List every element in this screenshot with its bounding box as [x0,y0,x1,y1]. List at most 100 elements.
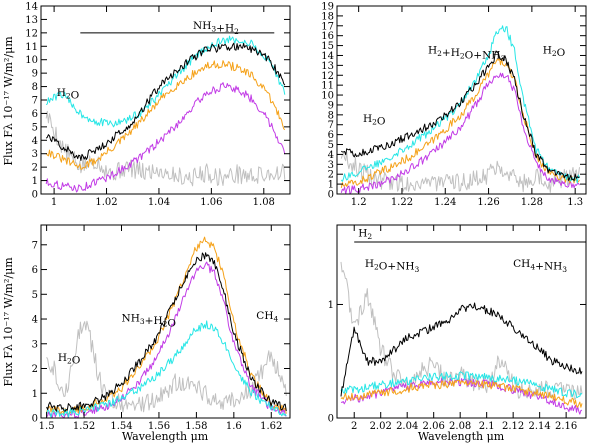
top-left-magenta-spectrum [45,82,286,193]
x-tick-label: 1.28 [521,197,543,208]
bottom-left-plot-frame [40,224,291,419]
x-tick-label: 1.24 [434,197,456,208]
top-right-series [340,25,580,194]
x-tick-label: 1.02 [95,197,117,208]
band-annotation: H2+H2O+NH3 [428,44,506,63]
x-tick-label: 1.54 [110,421,132,432]
x-tick-label: 1.5 [39,421,55,432]
top-right-annotations: H2+H2O+NH3 H2O H2O [363,44,566,127]
bottom-left-annotations: NH3+H2O CH4 H2O [58,310,279,367]
y-tick-label: 5 [32,122,38,133]
top-left-annotations: NH3+H2 H2O [57,20,275,102]
bottom-left-magenta-spectrum [46,261,287,418]
top-left-orange-spectrum [45,60,286,170]
band-annotation: H2O [543,44,566,59]
y-tick-label: 4 [328,150,334,161]
top-left-cyan-spectrum [45,35,286,128]
x-tick-label: 2.14 [529,421,551,432]
y-tick-label: 3 [32,339,38,350]
bottom-left-xlabel: Wavelength μm [122,430,209,443]
bottom-left-cyan-spectrum [46,320,287,418]
x-tick-label: 2.04 [396,421,418,432]
bottom-right-orange-spectrum [340,379,583,408]
x-tick-label: 2.06 [423,421,445,432]
y-tick-label: 0 [32,414,38,425]
band-annotation: NH3+H2 [193,20,239,36]
x-tick-label: 1.2 [351,197,367,208]
top-right-ticks: 1.2 1.22 1.24 1.26 1.28 1.3012345678910111213… [321,2,586,208]
bottom-left-series [46,236,287,418]
y-tick-label: 1 [32,176,38,187]
bottom-right-xlabel: Wavelength μm [418,430,505,443]
bottom-right-annotations: H2 H2O+NH3 CH4+NH3 [354,227,586,274]
top-right-plot-frame [336,5,587,195]
y-tick-label: 6 [32,109,38,120]
y-tick-label: 19 [321,2,334,13]
bottom-right-plot-frame [336,224,587,419]
x-tick-label: 2.08 [449,421,471,432]
band-annotation: H2O+NH3 [365,258,420,274]
y-tick-label: 4 [32,136,38,147]
top-right-black-spectrum [341,50,580,182]
x-tick-label: 1.26 [477,197,499,208]
x-tick-label: 2.1 [479,421,495,432]
band-annotation: CH4 [256,310,278,324]
x-tick-label: 1.08 [253,197,275,208]
y-tick-label: 0 [328,190,334,201]
y-tick-label: 8 [328,110,334,121]
bottom-right-black-spectrum [340,302,583,397]
y-tick-label: 2 [32,364,38,375]
panel-bottom-right: 2 2.02 2.04 2.06 2.08 2.1 2.12 2.14 2.16 0 1 H2 H2O… [328,224,587,432]
band-annotation: H2O [57,87,80,102]
y-tick-label: 15 [321,41,334,52]
y-tick-label: 0 [328,414,334,425]
x-tick-label: 2 [351,421,357,432]
band-annotation: NH3+H2O [122,313,177,330]
band-annotation: H2O [58,352,81,367]
bottom-left-ylabel: Flux Fλ 10⁻¹⁷ W/m²/μm [2,257,15,387]
x-tick-label: 1.58 [185,421,207,432]
x-tick-label: 1.3 [567,197,583,208]
bottom-left-black-spectrum [46,252,287,412]
x-tick-label: 2.12 [502,421,524,432]
top-left-black-spectrum [45,42,286,161]
x-tick-label: 2.02 [370,421,392,432]
y-tick-label: 13 [25,15,38,26]
band-annotation: CH4+NH3 [513,258,567,274]
x-tick-label: 1.22 [391,197,413,208]
y-tick-label: 7 [32,240,38,251]
y-tick-label: 5 [328,140,334,151]
x-tick-label: 2.16 [555,421,577,432]
y-tick-label: 8 [32,82,38,93]
y-tick-label: 12 [321,71,334,82]
x-tick-label: 1.56 [148,421,170,432]
y-tick-label: 1 [328,300,334,311]
y-tick-label: 12 [25,28,38,39]
top-left-ylabel: Flux Fλ 10⁻¹⁷ W/m²/μm [2,36,15,166]
y-tick-label: 16 [321,31,334,42]
bottom-right-series [340,261,583,415]
x-tick-label: 1.62 [260,421,282,432]
y-tick-label: 2 [32,163,38,174]
band-annotation: H2O [363,113,386,128]
x-tick-label: 1 [51,197,57,208]
y-tick-label: 4 [32,315,38,326]
y-tick-label: 17 [321,21,334,32]
y-tick-label: 11 [321,81,334,92]
y-tick-label: 5 [32,290,38,301]
top-left-grey-spectrum [45,110,286,187]
y-tick-label: 9 [328,100,334,111]
y-tick-label: 10 [25,55,38,66]
x-tick-label: 1.06 [200,197,222,208]
panel-bottom-left: 1.5 1.52 1.54 1.56 1.58 1.6 1.62 0 1 2 3 4 5 6 7 NH3+H… [32,224,291,432]
y-tick-label: 1 [328,180,334,191]
panel-top-right: 1.2 1.22 1.24 1.26 1.28 1.3012345678910111213… [321,2,587,208]
y-tick-label: 3 [32,149,38,160]
x-tick-label: 1.04 [148,197,170,208]
top-right-magenta-spectrum [340,72,580,194]
y-tick-label: 7 [32,96,38,107]
y-tick-label: 14 [25,2,38,13]
